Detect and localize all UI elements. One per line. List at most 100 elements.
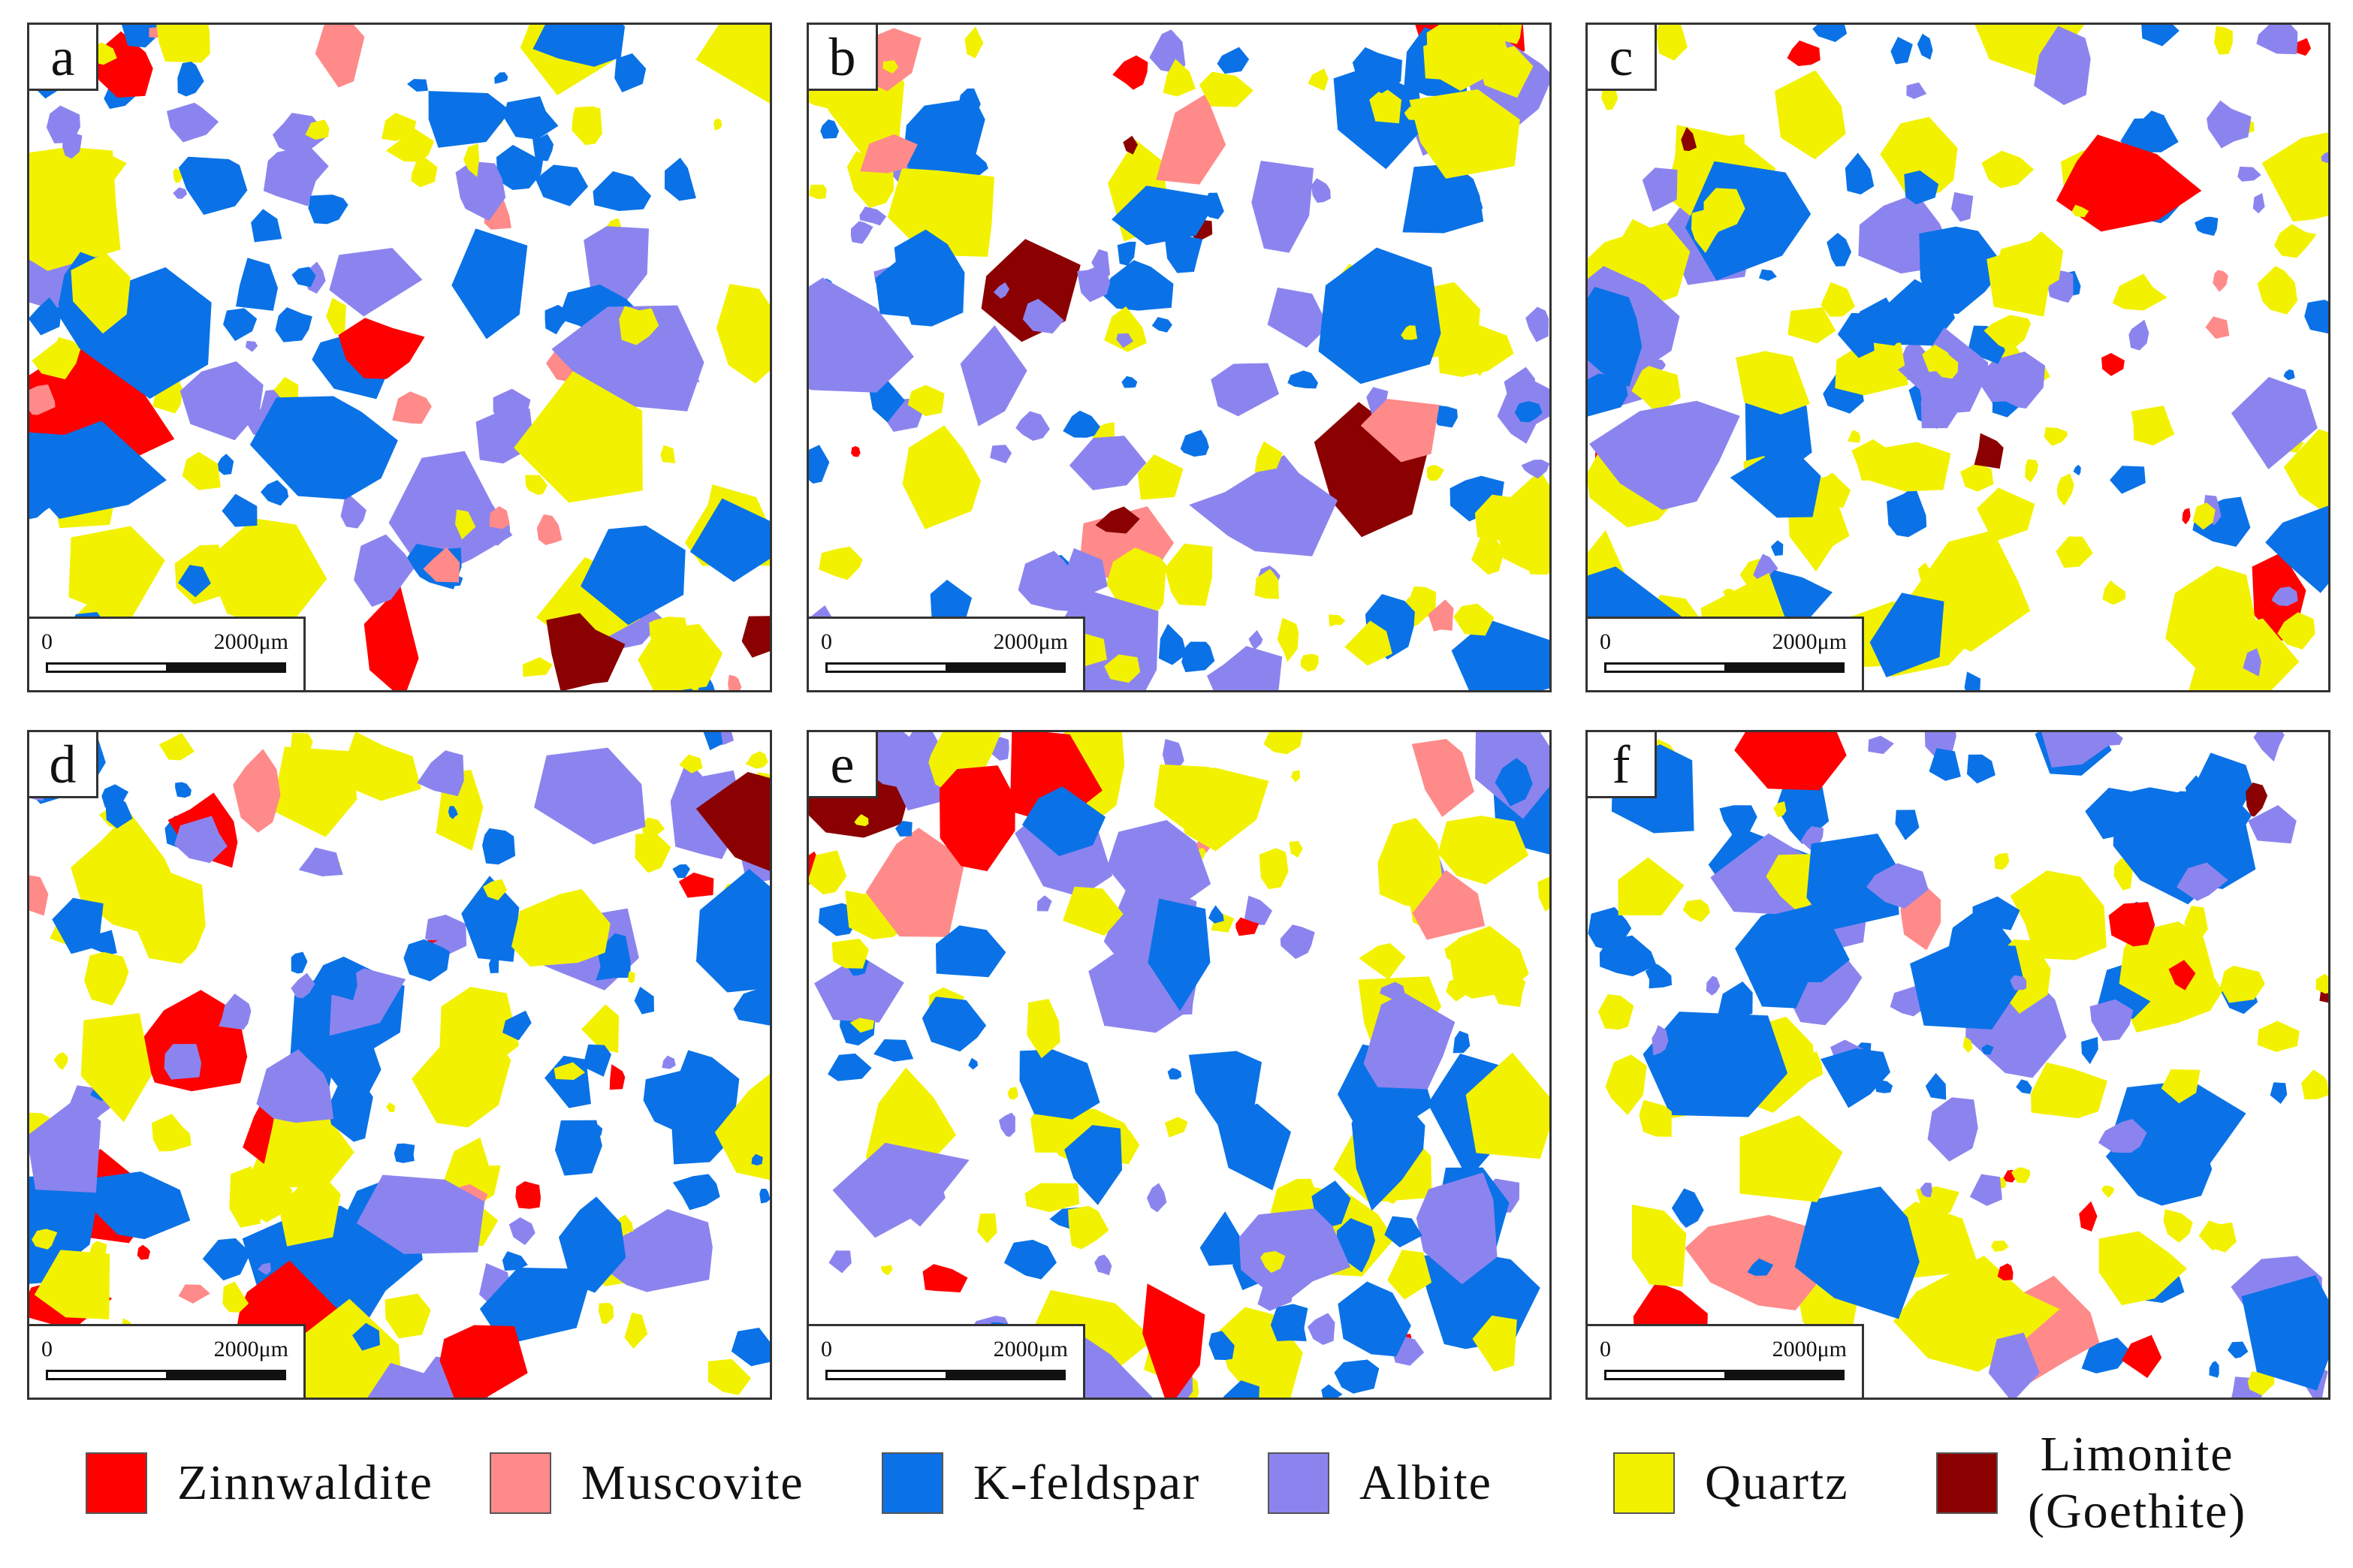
grain-muscovite [1428,599,1454,632]
grain-albite [1245,1235,1259,1252]
scale-start-label: 0 [821,629,832,654]
grain-albite [1260,517,1274,538]
grain-albite [1969,1174,2002,1206]
grain-quartz [1721,134,1745,158]
grain-quartz [1163,59,1196,97]
grain-quartz [152,1114,192,1152]
grain-k-feldspar [818,903,857,936]
grain-albite [356,1174,485,1254]
grain-albite [256,1049,334,1123]
grain-quartz [1437,323,1514,378]
grain-quartz [411,156,438,188]
grain-k-feldspar [2081,1337,2131,1374]
grain-zinnwaldite [1787,40,1821,67]
grain-quartz [84,951,129,1006]
grain-k-feldspar [703,732,723,751]
grain-muscovite [423,547,460,583]
scale-start-label: 0 [1600,629,1611,654]
grain-muscovite [860,134,918,173]
grain-k-feldspar [1845,152,1875,194]
grain-albite [1380,982,1406,1000]
muscovite-swatch [490,1452,551,1514]
grain-quartz [1922,344,1949,372]
grain-quartz [2025,459,2039,483]
grain-albite [1244,895,1273,925]
grain-quartz [1472,354,1485,377]
grain-quartz [1290,770,1301,782]
grain-quartz [902,425,982,529]
grain-k-feldspar [461,876,520,962]
grain-quartz [1426,25,1513,92]
grain-albite [1525,306,1549,342]
grain-quartz [1263,732,1303,755]
k-feldspar-swatch [882,1452,943,1514]
grain-k-feldspar [1100,260,1174,311]
grain-quartz [1847,430,1861,443]
grain-k-feldspar [643,1070,704,1133]
grain-k-feldspar [751,1153,763,1165]
grain-quartz [1537,876,1549,912]
panel-label-f: f [1588,732,1657,798]
grain-limonite [741,616,770,658]
grain-quartz [1797,1051,1824,1081]
grain-muscovite [1360,399,1440,463]
grain-k-feldspar [532,134,554,161]
grain-albite [1189,454,1338,556]
grain-k-feldspar [2209,1361,2219,1378]
grain-albite [1206,646,1283,690]
panel-letter: e [830,734,855,795]
grain-k-feldspar [177,565,211,598]
grain-quartz [2315,973,2328,994]
grain-zinnwaldite [2079,1201,2098,1232]
scale-end-label: 2000μm [1772,1337,1847,1361]
grain-k-feldspar [1270,1304,1308,1342]
grain-k-feldspar [2228,1341,2249,1358]
mineral-map-e [809,732,1549,1398]
grain-zinnwaldite [364,586,419,690]
grain-k-feldspar [809,445,830,484]
grain-k-feldspar [733,987,770,1026]
grain-k-feldspar [178,156,248,216]
panel-label-e: e [809,732,878,798]
grain-albite [173,187,188,199]
grain-quartz [660,445,676,463]
grain-albite [2092,732,2123,746]
grain-quartz [2161,1069,2201,1104]
grain-zinnwaldite [1997,1263,2014,1281]
grain-quartz [522,657,553,677]
grain-limonite [1382,507,1394,526]
grain-albite [1248,629,1263,650]
grain-quartz [1917,562,1932,580]
grain-quartz [340,732,421,801]
grain-quartz [2031,1062,2107,1119]
grain-albite [2128,319,2149,351]
grain-muscovite [1156,94,1226,185]
grain-k-feldspar [1964,671,1981,690]
grain-quartz [1300,653,1319,672]
legend-label-k-feldspar: K-feldspar [973,1455,1201,1510]
grain-k-feldspar [308,194,348,225]
grain-k-feldspar [2265,505,2328,593]
grain-k-feldspar [2146,791,2252,862]
grain-k-feldspar [1495,758,1533,807]
grain-quartz [511,888,611,967]
grain-albite [46,105,80,143]
grain-k-feldspar [1747,1258,1773,1276]
grain-quartz [1869,442,1951,492]
grain-quartz [854,814,869,827]
grain-quartz [1068,1205,1109,1250]
grain-albite [1036,895,1052,912]
grain-quartz [1787,307,1836,344]
grain-k-feldspar [1351,1099,1425,1211]
grain-quartz [2101,1185,2115,1199]
grain-quartz [679,754,703,773]
grain-k-feldspar [1929,748,1961,781]
grain-albite [1311,178,1331,203]
grain-albite [340,495,367,529]
grain-k-feldspar [479,1267,594,1346]
grain-k-feldspar [545,304,566,335]
grain-albite [164,1044,202,1080]
grain-albite [388,451,513,573]
grain-k-feldspar [1385,305,1407,324]
grain-quartz [701,643,721,669]
